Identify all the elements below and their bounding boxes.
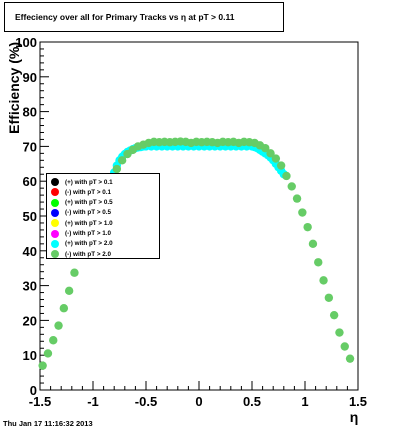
legend-marker xyxy=(51,178,59,186)
legend-item: (+) with pT > 0.1 xyxy=(51,177,113,187)
data-point-green xyxy=(340,342,349,351)
legend-item: (+) with pT > 1.0 xyxy=(51,218,113,228)
data-point-green xyxy=(117,156,127,165)
legend-label: (+) with pT > 0.1 xyxy=(65,178,113,186)
data-point-green xyxy=(324,293,334,302)
data-point-green xyxy=(38,361,47,370)
tick-labels: -1.5 -1 -0.5 0 0.5 1 1.5 0 10 20 30 40 50 60 70 80 90 100 xyxy=(15,35,367,409)
y-tick-label: 90 xyxy=(23,70,37,85)
data-point-green xyxy=(64,286,74,296)
timestamp: Thu Jan 17 11:16:32 2013 xyxy=(3,419,93,428)
legend-label: (-) with pT > 0.1 xyxy=(65,188,112,196)
y-tick-label: 10 xyxy=(23,348,37,363)
legend-item: (-) with pT > 0.1 xyxy=(51,187,111,197)
legend-label: (-) with pT > 1.0 xyxy=(65,230,112,237)
legend-label: (-) with pT > 2.0 xyxy=(65,250,112,258)
y-tick-label: 80 xyxy=(23,105,37,120)
y-tick-label: 40 xyxy=(23,244,37,259)
data-point-green xyxy=(49,336,58,345)
chart-title: Effeciency over all for Primary Tracks v… xyxy=(15,12,235,22)
y-tick-label: 20 xyxy=(23,313,37,328)
legend-marker xyxy=(51,229,59,238)
data-point-green xyxy=(54,321,63,330)
data-point-green xyxy=(303,222,312,232)
x-tick-label: -1.5 xyxy=(29,394,51,409)
data-point-green xyxy=(292,194,302,203)
data-point-green xyxy=(335,328,344,337)
legend-label: (+) with pT > 2.0 xyxy=(65,240,113,248)
x-tick-label: 1 xyxy=(301,394,308,409)
legend-label: (-) with pT > 0.5 xyxy=(65,209,112,217)
y-tick-label: 60 xyxy=(23,174,37,189)
y-axis-label: Efficiency (%) xyxy=(6,42,22,134)
legend-marker xyxy=(51,188,59,197)
legend-marker xyxy=(51,198,59,207)
data-point-green xyxy=(298,208,307,217)
data-point-green xyxy=(345,354,355,363)
legend-item: (-) with pT > 2.0 xyxy=(51,249,111,259)
data-point-green xyxy=(112,164,122,174)
legend-label: (+) with pT > 1.0 xyxy=(65,219,113,227)
legend-item: (-) with pT > 1.0 xyxy=(51,229,111,239)
data-point-green xyxy=(314,258,323,267)
data-point-green xyxy=(287,182,296,191)
legend-marker xyxy=(51,239,59,248)
data-point-green xyxy=(308,239,318,249)
data-point-green xyxy=(261,143,270,153)
data-point-green xyxy=(266,149,275,158)
legend-marker xyxy=(51,219,59,228)
x-tick-label: 1.5 xyxy=(349,394,367,409)
y-tick-label: 50 xyxy=(23,209,37,224)
legend-item: (-) with pT > 0.5 xyxy=(51,208,111,218)
x-tick-label: -0.5 xyxy=(135,394,157,409)
title-box: Effeciency over all for Primary Tracks v… xyxy=(4,2,284,32)
y-tick-label: 70 xyxy=(23,139,37,154)
x-tick-label: -1 xyxy=(87,394,99,409)
legend-item: (+) with pT > 2.0 xyxy=(51,239,113,249)
data-point-green xyxy=(70,268,79,277)
x-tick-label: 0 xyxy=(195,394,202,409)
legend-item: (+) with pT > 0.5 xyxy=(51,198,113,208)
y-tick-label: 0 xyxy=(30,383,37,398)
data-point-green xyxy=(282,171,291,181)
y-tick-label: 100 xyxy=(15,35,37,50)
data-point-green xyxy=(329,310,339,320)
x-axis-label: η xyxy=(350,409,359,425)
data-point-green xyxy=(319,276,328,285)
data-point-green xyxy=(276,161,286,170)
legend: (+) with pT > 0.1 (-) with pT > 0.1 (+) wi… xyxy=(46,173,160,259)
legend-marker xyxy=(51,250,59,259)
legend-marker xyxy=(51,208,59,217)
data-point-green xyxy=(271,154,281,163)
data-point-green xyxy=(59,304,69,313)
x-tick-label: 0.5 xyxy=(243,394,261,409)
y-tick-label: 30 xyxy=(23,279,37,294)
data-points xyxy=(38,137,355,370)
legend-label: (+) with pT > 0.5 xyxy=(65,199,113,207)
data-point-green xyxy=(43,349,53,358)
